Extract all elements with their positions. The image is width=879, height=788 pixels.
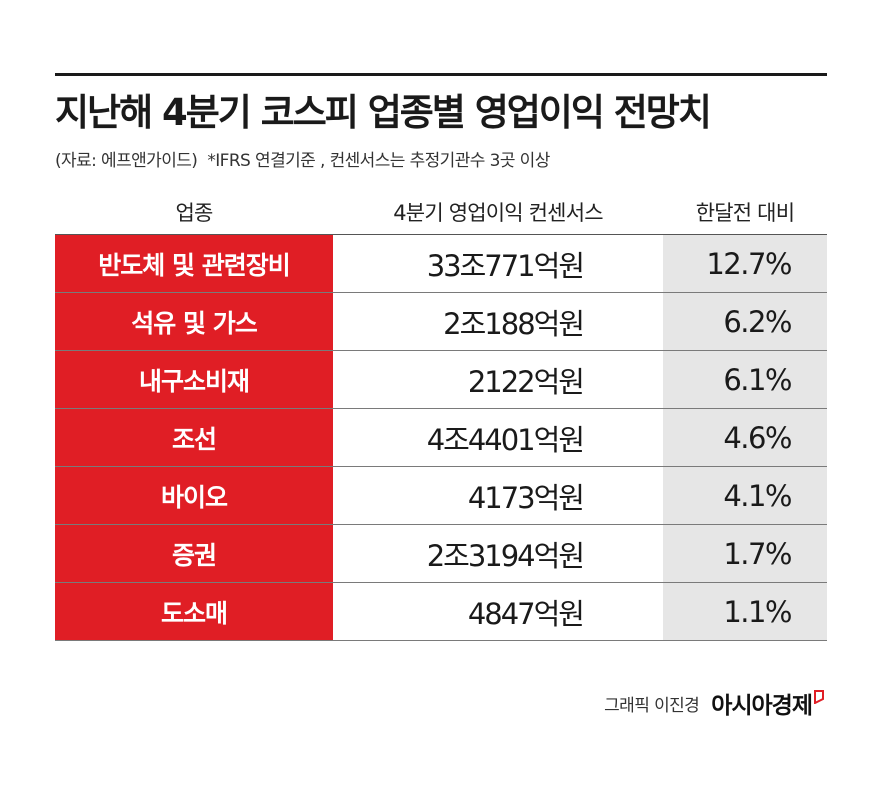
- header-change: 한달전 대비: [695, 201, 795, 225]
- table-row: 내구소비재 2122억원 6.1%: [55, 351, 827, 409]
- table-header: 업종 4분기 영업이익 컨센서스 한달전 대비: [55, 190, 827, 235]
- brand-mark-icon: [814, 690, 824, 704]
- table-row: 반도체 및 관련장비 33조771억원 12.7%: [55, 235, 827, 293]
- graphic-credit: 그래픽 이진경: [604, 695, 700, 716]
- table-row: 증권 2조3194억원 1.7%: [55, 525, 827, 583]
- category-cell: 증권: [55, 525, 333, 582]
- change-cell: 1.7%: [663, 525, 827, 582]
- table-row: 도소매 4847억원 1.1%: [55, 583, 827, 641]
- category-cell: 내구소비재: [55, 351, 333, 408]
- consensus-cell: 4847억원: [467, 596, 585, 631]
- header-category: 업종: [175, 201, 213, 225]
- consensus-cell: 2조188억원: [443, 306, 585, 341]
- change-cell: 1.1%: [663, 583, 827, 640]
- consensus-cell: 4조4401억원: [426, 422, 585, 457]
- brand-logo: 아시아경제: [711, 693, 813, 719]
- top-rule: [55, 73, 827, 76]
- consensus-cell: 2122억원: [467, 364, 585, 399]
- consensus-cell: 33조771억원: [426, 248, 585, 283]
- category-cell: 바이오: [55, 467, 333, 524]
- subtitle: (자료: 에프앤가이드) *IFRS 연결기준 , 컨센서스는 추정기관수 3곳 …: [55, 148, 827, 174]
- header-consensus: 4분기 영업이익 컨센서스: [393, 201, 603, 225]
- change-cell: 4.1%: [663, 467, 827, 524]
- category-cell: 석유 및 가스: [55, 293, 333, 350]
- change-cell: 6.2%: [663, 293, 827, 350]
- change-cell: 4.6%: [663, 409, 827, 466]
- page-title: 지난해 4분기 코스피 업종별 영업이익 전망치: [55, 91, 712, 134]
- note-text: *IFRS 연결기준 , 컨센서스는 추정기관수 3곳 이상: [207, 151, 550, 171]
- category-cell: 도소매: [55, 583, 333, 640]
- data-table: 업종 4분기 영업이익 컨센서스 한달전 대비 반도체 및 관련장비 33조77…: [55, 190, 827, 641]
- category-cell: 조선: [55, 409, 333, 466]
- source-text: (자료: 에프앤가이드): [55, 151, 198, 171]
- consensus-cell: 4173억원: [467, 480, 585, 515]
- change-cell: 6.1%: [663, 351, 827, 408]
- table-row: 바이오 4173억원 4.1%: [55, 467, 827, 525]
- credit-line: 그래픽 이진경 아시아경제: [604, 686, 824, 720]
- change-cell: 12.7%: [663, 235, 827, 292]
- table-row: 조선 4조4401억원 4.6%: [55, 409, 827, 467]
- consensus-cell: 2조3194억원: [426, 538, 585, 573]
- table-row: 석유 및 가스 2조188억원 6.2%: [55, 293, 827, 351]
- category-cell: 반도체 및 관련장비: [55, 235, 333, 292]
